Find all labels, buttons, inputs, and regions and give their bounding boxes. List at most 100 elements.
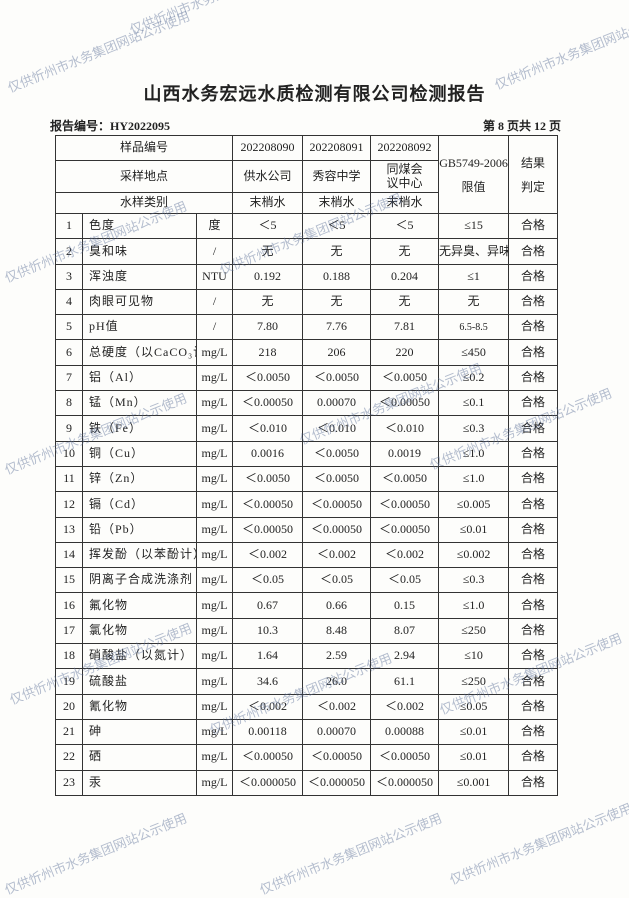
sample-value: ＜0.00050 [232, 744, 304, 771]
header-cell: 同煤会议中心 [370, 160, 440, 193]
table-row: 18 硝酸盐（以氮计） mg/L 1.64 2.59 2.94 ≤10 合格 [55, 643, 559, 670]
table-row: 19 硫酸盐 mg/L 34.6 26.0 61.1 ≤250 合格 [55, 668, 559, 695]
sample-value: ＜0.0050 [370, 364, 440, 392]
result: 合格 [508, 693, 559, 720]
row-number: 11 [55, 465, 83, 493]
row-number: 10 [55, 440, 83, 467]
row-number: 12 [55, 491, 83, 518]
header-cell: 供水公司 [232, 160, 304, 193]
table-row: 15 阴离子合成洗涤剂 mg/L ＜0.05 ＜0.05 ＜0.05 ≤0.3 合格 [55, 567, 559, 594]
sample-value: ＜5 [370, 212, 440, 240]
sample-value: ＜5 [232, 212, 304, 240]
unit: 度 [195, 212, 234, 240]
limit: ≤1.0 [438, 592, 510, 619]
result: 合格 [508, 415, 559, 442]
sample-value: 0.15 [370, 592, 440, 619]
sample-value: 7.76 [302, 314, 372, 341]
result: 合格 [508, 263, 559, 290]
table-row: 23 汞 mg/L ＜0.000050 ＜0.000050 ＜0.000050 ≤0.001… [55, 769, 559, 796]
limit: ≤0.001 [438, 769, 510, 796]
limit: ≤15 [438, 212, 510, 240]
item-name: 氯化物 [82, 617, 197, 645]
sample-value: ＜0.0050 [302, 440, 372, 467]
unit: mg/L [195, 491, 234, 518]
header-cell: 末梢水 [370, 192, 440, 214]
item-name: pH值 [82, 314, 197, 341]
report-title: 山西水务宏远水质检测有限公司检测报告 [143, 84, 486, 104]
limit: 无异臭、异味 [438, 238, 510, 265]
sample-value: ＜5 [302, 212, 372, 240]
unit: mg/L [195, 643, 234, 670]
item-name: 汞 [82, 769, 197, 796]
sample-value: ＜0.05 [370, 567, 440, 594]
item-name: 阴离子合成洗涤剂 [82, 567, 197, 594]
result: 合格 [508, 541, 559, 569]
result: 合格 [508, 212, 559, 240]
sample-value: 34.6 [232, 668, 304, 695]
sample-value: 2.59 [302, 643, 372, 670]
table-row: 22 硒 mg/L ＜0.00050 ＜0.00050 ＜0.00050 ≤0.01 合格 [55, 744, 559, 771]
result: 合格 [508, 516, 559, 543]
row-number: 13 [55, 516, 83, 543]
result: 合格 [508, 288, 559, 316]
header-cell: GB5749-2006 限值 [438, 135, 510, 214]
row-number: 14 [55, 541, 83, 569]
row-number: 6 [55, 339, 83, 366]
watermark: 仅供忻州市水务集团网站公示使用 [257, 810, 444, 898]
sample-value: 无 [302, 238, 372, 265]
unit: mg/L [195, 744, 234, 771]
table-row: 20 氰化物 mg/L ＜0.002 ＜0.002 ＜0.002 ≤0.05 合格 [55, 693, 559, 720]
result: 合格 [508, 592, 559, 619]
item-name: 硝酸盐（以氮计） [82, 643, 197, 670]
report-number: 报告编号：HY2022095 [50, 119, 171, 133]
table-row: 4 肉眼可见物 / 无无无无合格 [55, 288, 559, 316]
sample-value: 0.67 [232, 592, 304, 619]
sample-value: ＜0.00050 [232, 390, 304, 417]
header-cell: 采样地点 [54, 160, 234, 193]
sample-value: ＜0.00050 [232, 516, 304, 543]
unit: / [195, 238, 234, 265]
sample-value: ＜0.0050 [232, 465, 304, 493]
result: 合格 [508, 238, 559, 265]
limit: ≤1.0 [438, 465, 510, 493]
header-cell: 末梢水 [232, 192, 304, 214]
sample-value: ＜0.00050 [370, 390, 440, 417]
table-row: 10 铜（Cu） mg/L 0.0016 ＜0.0050 0.0019 ≤1.0 合格 [55, 440, 559, 467]
limit: ≤0.01 [438, 516, 510, 543]
limit: 6.5-8.5 [438, 314, 510, 341]
row-number: 17 [55, 617, 83, 645]
sample-value: 26.0 [302, 668, 372, 695]
row-number: 15 [55, 567, 83, 594]
result: 合格 [508, 364, 559, 392]
sample-value: 2.94 [370, 643, 440, 670]
item-name: 硫酸盐 [82, 668, 197, 695]
sample-value: 0.204 [370, 263, 440, 290]
table-row: 7 铝（Al） mg/L ＜0.0050 ＜0.0050 ＜0.0050 ≤0.2 合格 [55, 364, 559, 392]
header-cell: 样品编号 [54, 135, 234, 161]
item-name: 色度 [82, 212, 197, 240]
unit: mg/L [195, 339, 234, 366]
sample-value: ＜0.00050 [370, 744, 440, 771]
unit: mg/L [195, 718, 234, 746]
result: 合格 [508, 643, 559, 670]
row-number: 22 [55, 744, 83, 771]
sample-value: ＜0.010 [370, 415, 440, 442]
unit: mg/L [195, 516, 234, 543]
sample-value: ＜0.00050 [232, 491, 304, 518]
header-cell: 202208090 [232, 135, 304, 161]
table-row: 1 色度度＜5 ＜5 ＜5 ≤15 合格 [55, 212, 559, 240]
limit: ≤0.05 [438, 693, 510, 720]
table-row: 13 铅（Pb） mg/L ＜0.00050 ＜0.00050 ＜0.00050 ≤0.01… [55, 516, 559, 543]
watermark: 仅供忻州市水务集团网站公示使用 [447, 800, 629, 888]
watermark: 仅供忻州市水务集团网站公示使用 [2, 810, 189, 898]
item-name: 铁（Fe） [82, 415, 197, 442]
sample-value: 10.3 [232, 617, 304, 645]
item-name: 锌（Zn） [82, 465, 197, 493]
limit: ≤450 [438, 339, 510, 366]
header-cell: 202208092 [370, 135, 440, 161]
result: 合格 [508, 465, 559, 493]
limit: ≤250 [438, 668, 510, 695]
unit: mg/L [195, 541, 234, 569]
sample-value: 无 [232, 288, 304, 316]
unit: mg/L [195, 364, 234, 392]
